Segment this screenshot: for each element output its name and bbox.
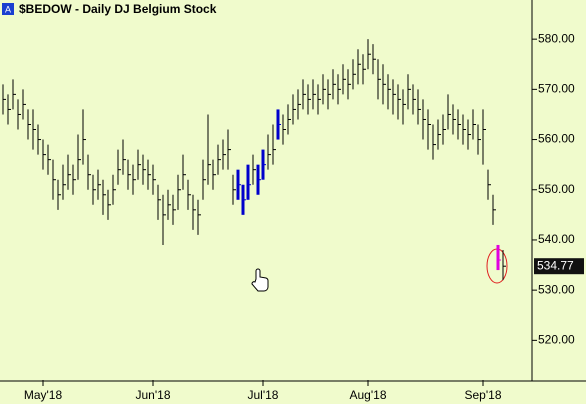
last-price-label: 534.77 bbox=[537, 258, 574, 272]
x-tick-label: May'18 bbox=[24, 388, 63, 402]
y-tick-label: 550.00 bbox=[538, 182, 575, 196]
icon-letter: A bbox=[5, 4, 11, 14]
y-tick-label: 580.00 bbox=[538, 31, 575, 45]
y-tick-label: 540.00 bbox=[538, 232, 575, 246]
y-tick-label: 570.00 bbox=[538, 82, 575, 96]
x-tick-label: Aug'18 bbox=[350, 388, 387, 402]
last-price-box bbox=[534, 258, 584, 275]
y-tick-label: 520.00 bbox=[538, 333, 575, 347]
chart-title: $BEDOW - Daily DJ Belgium Stock bbox=[19, 2, 217, 16]
x-tick-label: Sep'18 bbox=[465, 388, 502, 402]
y-tick-label: 530.00 bbox=[538, 282, 575, 296]
x-tick-label: Jul'18 bbox=[248, 388, 279, 402]
icon bbox=[2, 3, 14, 15]
x-tick-label: Jun'18 bbox=[136, 388, 171, 402]
cursor bbox=[251, 268, 269, 292]
y-tick-label: 560.00 bbox=[538, 132, 575, 146]
